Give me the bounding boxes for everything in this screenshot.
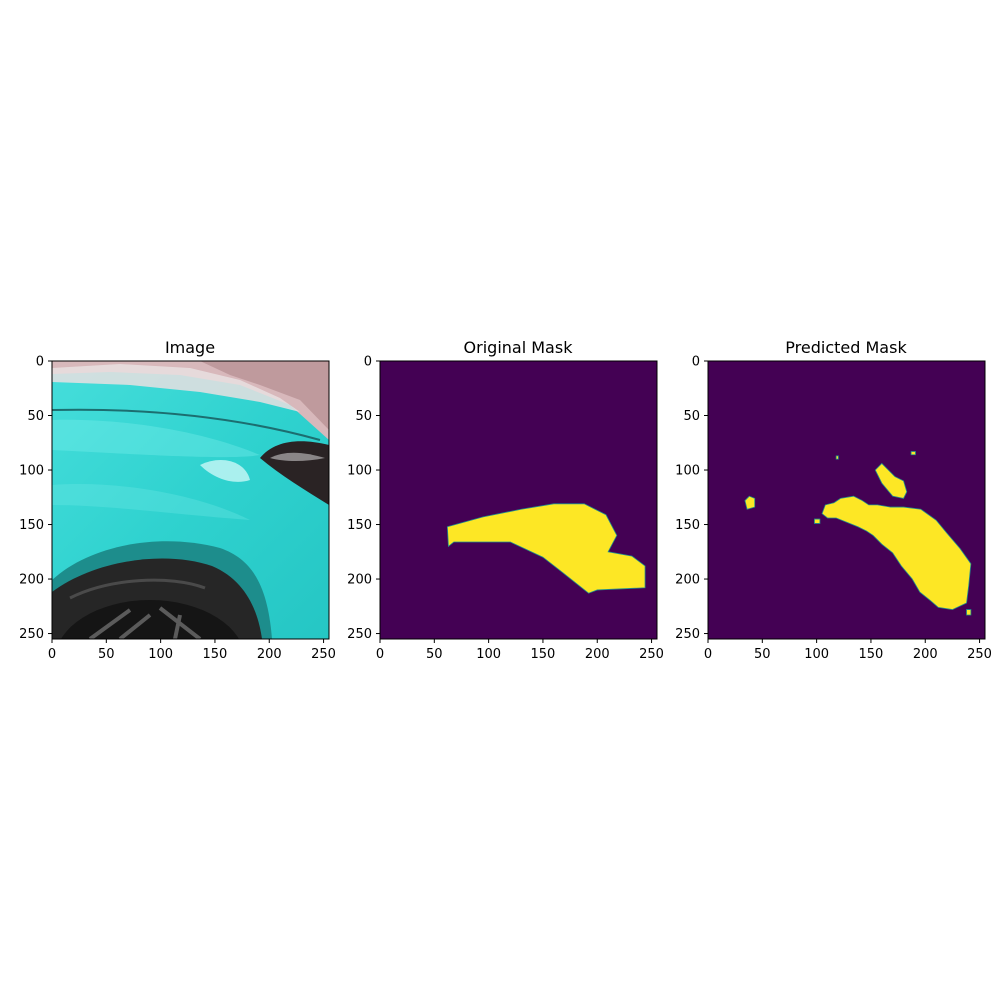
x-tick-label: 100 <box>804 647 829 662</box>
y-tick-label: 250 <box>675 627 700 642</box>
y-tick-label: 250 <box>19 627 44 642</box>
axis-ticks: 0 50 100 150 200 250 0 50 100 150 200 250 <box>19 355 336 663</box>
x-tick-label: 200 <box>913 647 938 662</box>
panel-title-predicted-mask: Predicted Mask <box>785 338 907 357</box>
mask-region-speck-1 <box>910 451 916 456</box>
x-tick-label: 50 <box>426 647 443 662</box>
y-tick-label: 100 <box>675 464 700 479</box>
y-tick-label: 150 <box>19 518 44 533</box>
mask-region-damage <box>446 503 646 594</box>
y-tick-label: 250 <box>347 627 372 642</box>
axes-frame <box>707 360 986 640</box>
x-tick-label: 50 <box>98 647 115 662</box>
y-tick-label: 150 <box>675 518 700 533</box>
y-tick-label: 50 <box>683 409 700 424</box>
x-tick-label: 0 <box>376 647 384 662</box>
mask-region-speck-4 <box>966 609 972 616</box>
x-tick-label: 0 <box>704 647 712 662</box>
x-tick-label: 250 <box>639 647 664 662</box>
x-tick-label: 250 <box>967 647 992 662</box>
y-tick-label: 100 <box>347 464 372 479</box>
mask-region-damage-upper <box>874 462 908 499</box>
car-photo <box>52 361 329 639</box>
y-tick-label: 100 <box>19 464 44 479</box>
axes-frame <box>379 360 658 640</box>
axis-ticks: 0 50 100 150 200 250 0 50 100 150 200 250 <box>347 355 664 663</box>
panel-title-image: Image <box>165 338 215 357</box>
original-mask-panel: Original Mask 0 50 100 150 200 250 0 50 100 150 20… <box>347 338 664 662</box>
image-panel: Image 0 50 100 150 200 25 <box>19 338 336 663</box>
mask-regions <box>744 451 972 616</box>
axes-frame <box>51 360 330 640</box>
x-tick-label: 150 <box>859 647 884 662</box>
y-tick-label: 50 <box>355 409 372 424</box>
y-tick-label: 200 <box>347 573 372 588</box>
x-tick-label: 250 <box>311 647 336 662</box>
x-tick-label: 150 <box>203 647 228 662</box>
y-tick-label: 0 <box>364 355 372 370</box>
y-tick-label: 200 <box>675 573 700 588</box>
x-tick-label: 50 <box>754 647 771 662</box>
y-tick-label: 150 <box>347 518 372 533</box>
y-tick-label: 50 <box>27 409 44 424</box>
x-tick-label: 150 <box>531 647 556 662</box>
y-tick-label: 0 <box>36 355 44 370</box>
mask-regions <box>446 503 646 594</box>
x-tick-label: 0 <box>48 647 56 662</box>
panel-title-original-mask: Original Mask <box>464 338 574 357</box>
y-tick-label: 0 <box>692 355 700 370</box>
x-tick-label: 200 <box>585 647 610 662</box>
axis-ticks: 0 50 100 150 200 250 0 50 100 150 200 250 <box>675 355 992 663</box>
y-tick-label: 200 <box>19 573 44 588</box>
mask-background <box>380 361 657 639</box>
x-tick-label: 200 <box>257 647 282 662</box>
predicted-mask-panel: Predicted Mask 0 50 100 150 200 250 0 50 100 150 2… <box>675 338 992 662</box>
mask-region-damage-left <box>744 495 756 510</box>
x-tick-label: 100 <box>476 647 501 662</box>
mask-region-damage-main <box>821 495 972 610</box>
mask-region-speck-3 <box>814 518 821 524</box>
mask-region-speck-2 <box>835 455 839 460</box>
x-tick-label: 100 <box>148 647 173 662</box>
